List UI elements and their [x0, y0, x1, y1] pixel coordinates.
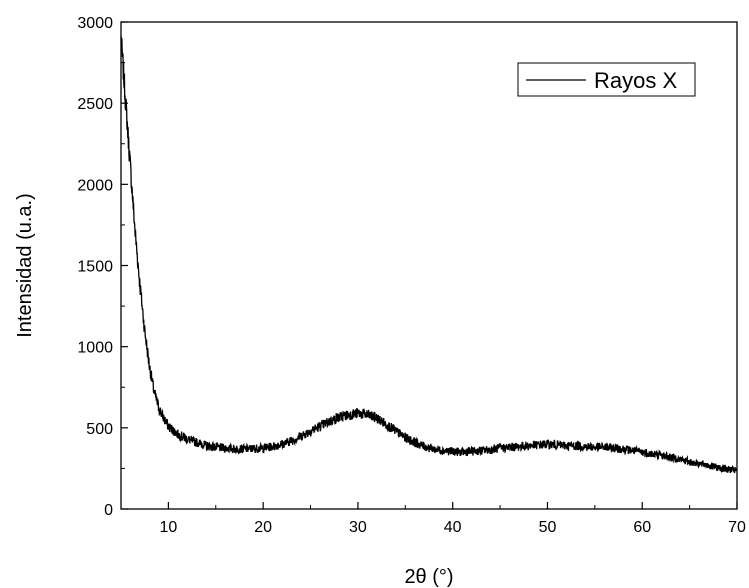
x-axis-title: 2θ (°) [404, 566, 453, 588]
y-tick-label: 3000 [77, 15, 113, 32]
legend-label-rayos-x: Rayos X [594, 68, 677, 93]
y-tick-label: 2500 [77, 96, 113, 113]
y-axis: 0 500 1000 1500 2000 2500 3000 [77, 15, 128, 519]
x-axis: 10 20 30 40 50 60 70 [159, 502, 746, 536]
legend: Rayos X [517, 62, 696, 97]
y-tick-label: 1000 [77, 340, 113, 357]
y-tick-label: 500 [86, 421, 113, 438]
x-tick-label: 20 [254, 519, 272, 536]
y-axis-title: Intensidad (u.a.) [14, 193, 36, 338]
series-line-rayos-x [120, 35, 738, 474]
x-tick-label: 70 [728, 519, 746, 536]
x-tick-label: 50 [539, 519, 557, 536]
x-tick-label: 60 [633, 519, 651, 536]
plot-area [120, 35, 738, 474]
x-tick-label: 30 [349, 519, 367, 536]
y-tick-label: 2000 [77, 177, 113, 194]
y-tick-label: 1500 [77, 259, 113, 276]
x-tick-label: 10 [159, 519, 177, 536]
x-tick-label: 40 [444, 519, 462, 536]
y-tick-label: 0 [104, 502, 113, 519]
